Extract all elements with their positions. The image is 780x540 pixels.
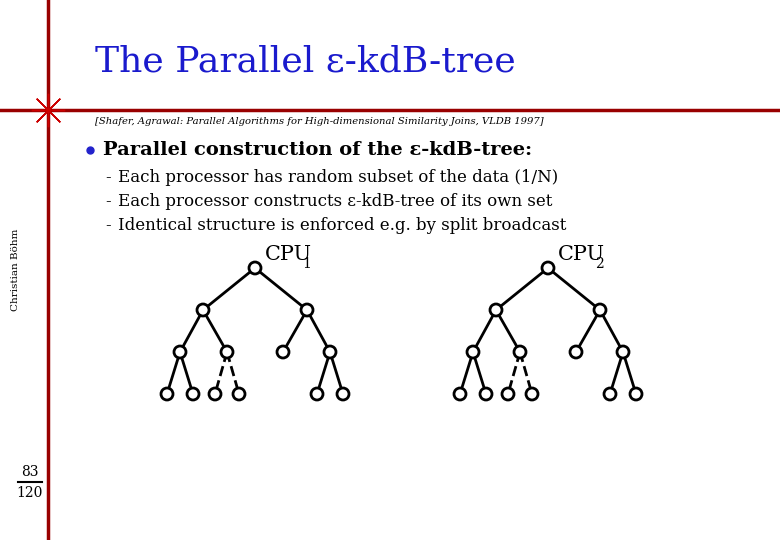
Circle shape <box>249 262 261 274</box>
Circle shape <box>467 346 479 358</box>
Text: CPU: CPU <box>265 245 312 264</box>
Text: [Shafer, Agrawal: Parallel Algorithms for High-dimensional Similarity Joins, VLD: [Shafer, Agrawal: Parallel Algorithms fo… <box>95 118 544 126</box>
Text: 1: 1 <box>302 257 311 271</box>
Circle shape <box>514 346 526 358</box>
Circle shape <box>187 388 199 400</box>
Text: The Parallel ε-kdB-tree: The Parallel ε-kdB-tree <box>95 45 516 79</box>
Circle shape <box>480 388 492 400</box>
Text: 2: 2 <box>595 257 604 271</box>
Circle shape <box>594 304 606 316</box>
Circle shape <box>324 346 336 358</box>
Circle shape <box>490 304 502 316</box>
Text: -: - <box>105 193 111 211</box>
Circle shape <box>277 346 289 358</box>
Circle shape <box>542 262 554 274</box>
Circle shape <box>526 388 538 400</box>
Text: 83: 83 <box>21 465 39 479</box>
Circle shape <box>233 388 245 400</box>
Circle shape <box>174 346 186 358</box>
Circle shape <box>197 304 209 316</box>
Text: Christian Böhm: Christian Böhm <box>12 229 20 311</box>
Text: Parallel construction of the ε-kdB-tree:: Parallel construction of the ε-kdB-tree: <box>103 141 532 159</box>
Text: -: - <box>105 170 111 186</box>
Circle shape <box>311 388 323 400</box>
Circle shape <box>209 388 221 400</box>
Text: Identical structure is enforced e.g. by split broadcast: Identical structure is enforced e.g. by … <box>118 218 566 234</box>
Circle shape <box>630 388 642 400</box>
Circle shape <box>502 388 514 400</box>
Text: -: - <box>105 218 111 234</box>
Circle shape <box>337 388 349 400</box>
Circle shape <box>221 346 233 358</box>
Text: 120: 120 <box>17 486 43 500</box>
Circle shape <box>454 388 466 400</box>
Text: Each processor constructs ε-kdB-tree of its own set: Each processor constructs ε-kdB-tree of … <box>118 193 552 211</box>
Circle shape <box>570 346 582 358</box>
Circle shape <box>617 346 629 358</box>
Text: Each processor has random subset of the data (1/N): Each processor has random subset of the … <box>118 170 558 186</box>
Circle shape <box>301 304 313 316</box>
Circle shape <box>604 388 616 400</box>
Circle shape <box>161 388 173 400</box>
Text: CPU: CPU <box>558 245 605 264</box>
